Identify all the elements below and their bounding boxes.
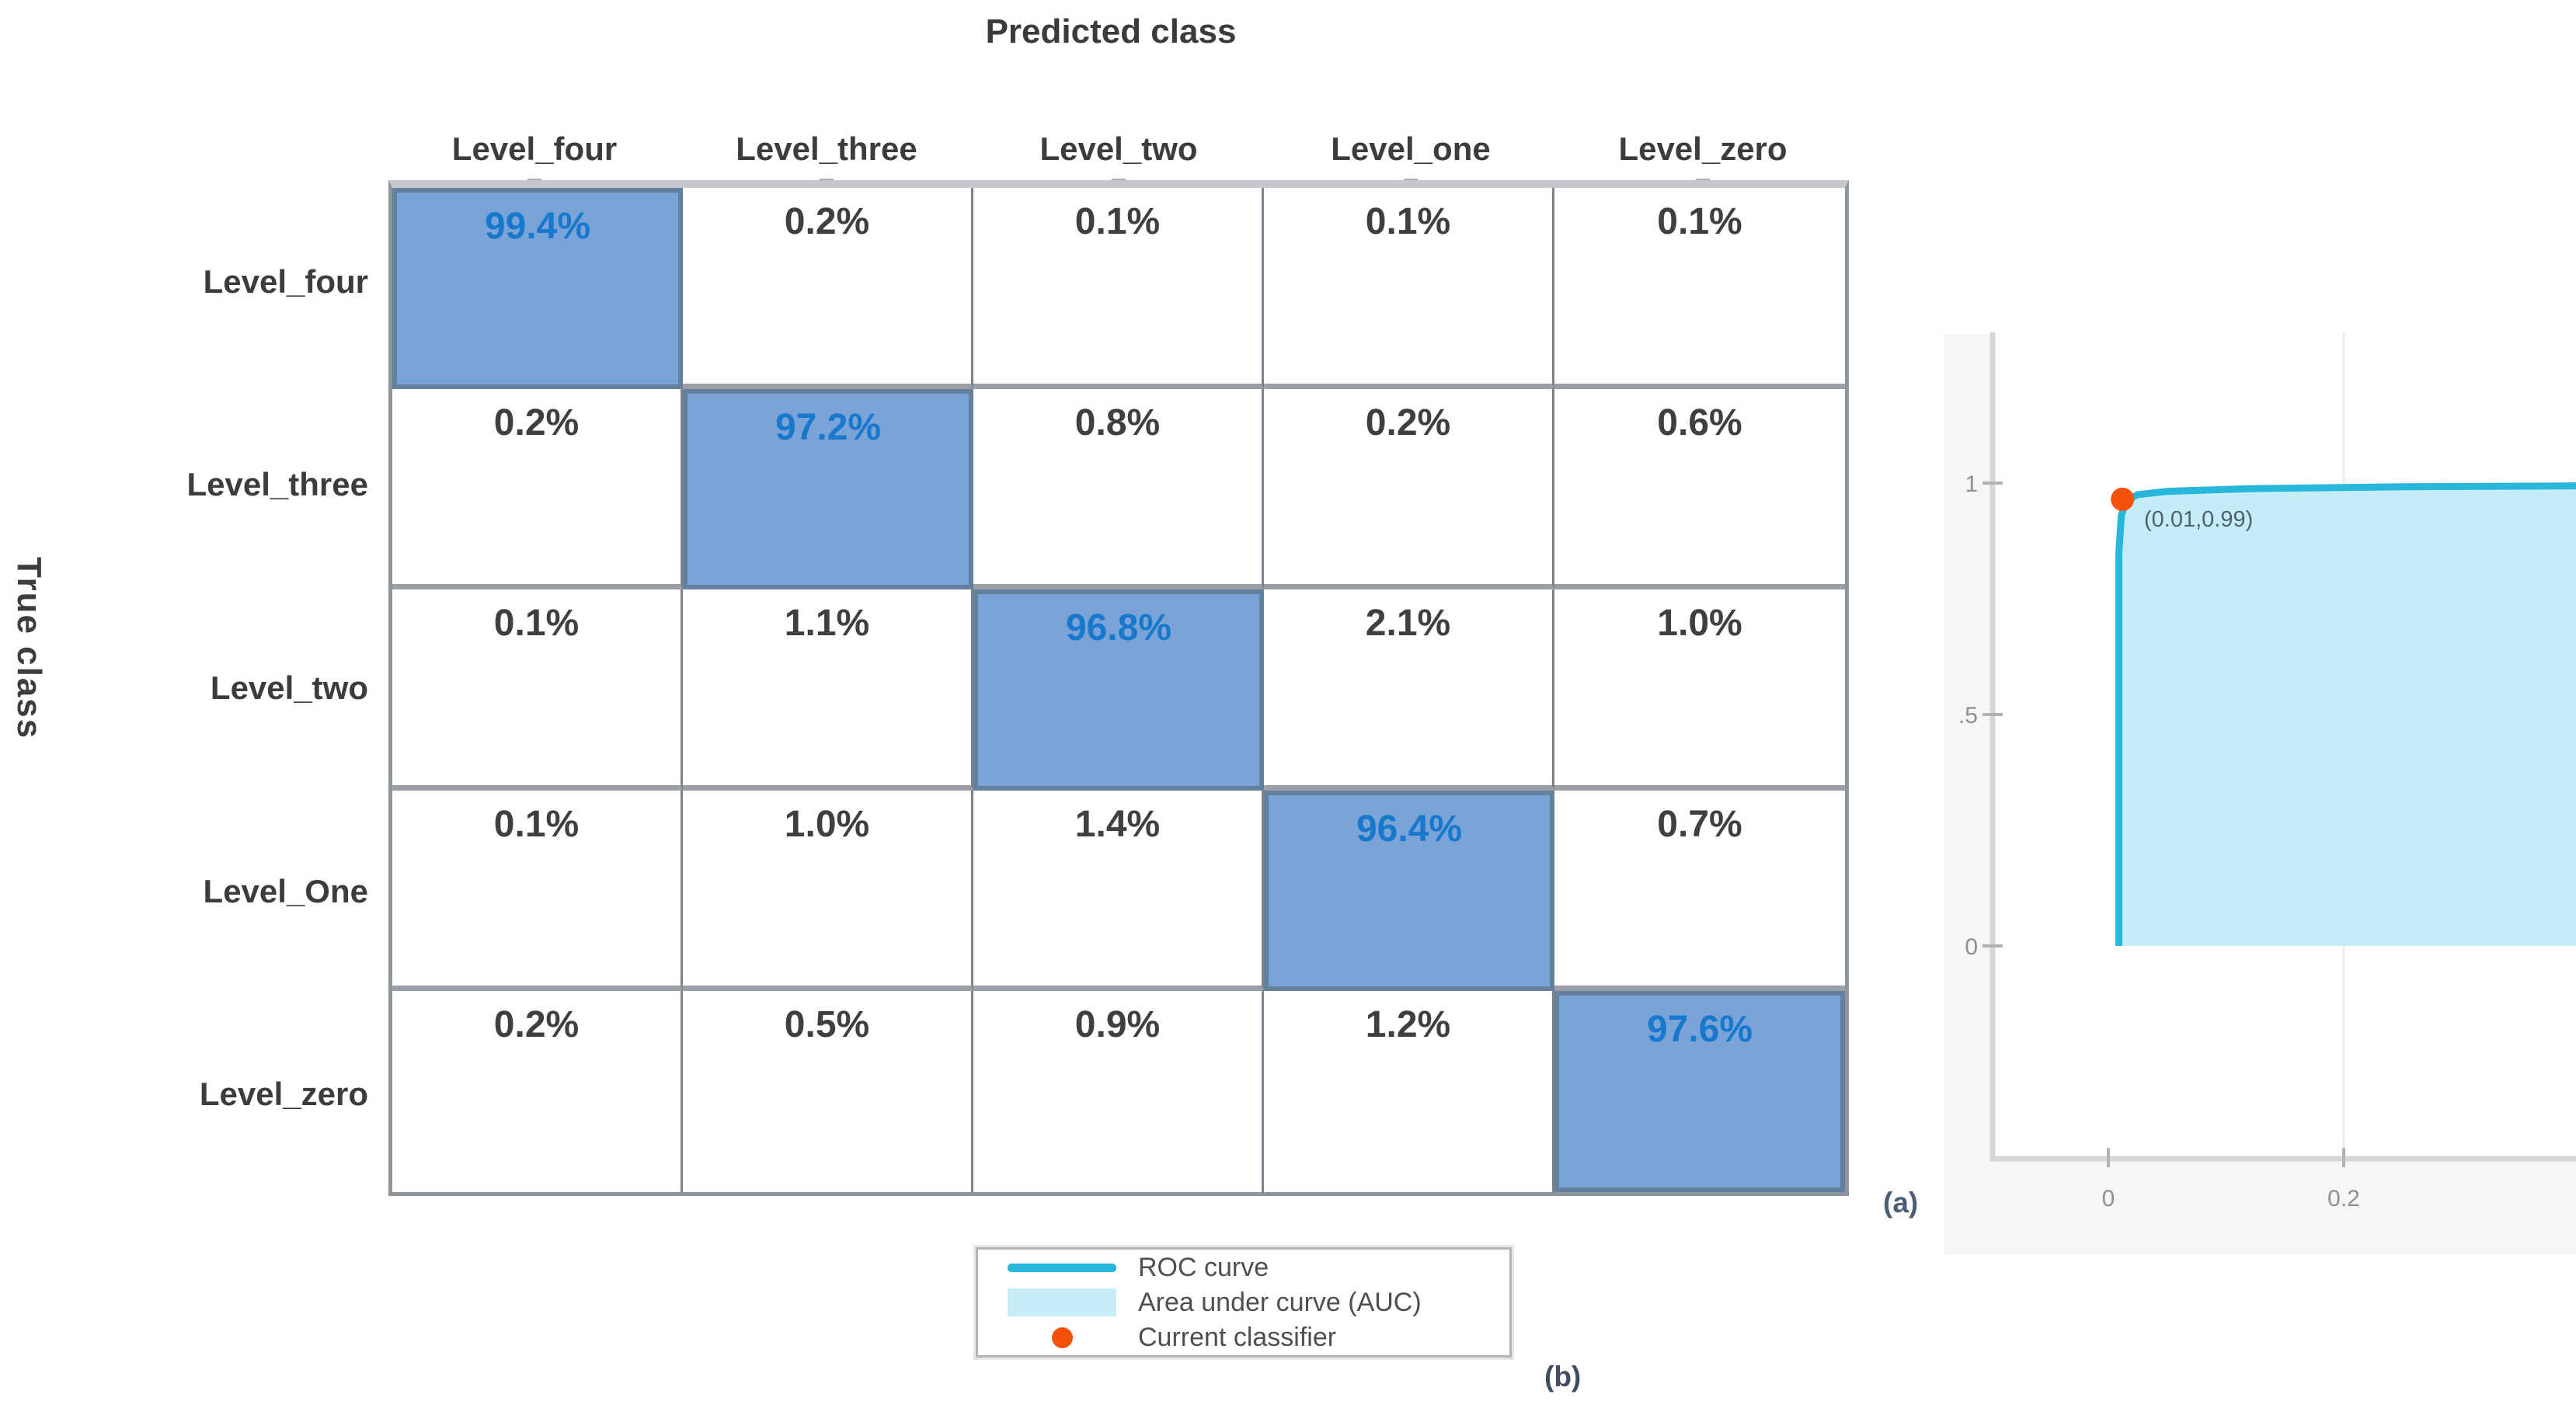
- x-tick-label-0.2: 0.2: [2327, 1186, 2360, 1212]
- classifier-annotation: (0.01,0.99): [2144, 507, 2253, 532]
- matrix-cell-Level_four-Level_four: 99.4%: [392, 188, 683, 389]
- matrix-cell-Level_zero-Level_zero: 97.6%: [1554, 991, 1845, 1192]
- matrix-cell-Level_two-Level_three: 1.1%: [683, 589, 973, 791]
- matrix-row-labels: Level_four Level_three Level_two Level_One L…: [70, 180, 374, 1196]
- legend-label: ROC curve: [1138, 1252, 1269, 1282]
- legend-label: Current classifier: [1138, 1322, 1337, 1352]
- col-header-Level_zero: Level_zero: [1557, 130, 1849, 177]
- matrix-cell-Level_One-Level_three: 1.0%: [683, 790, 973, 992]
- roc-curve-swatch: [1008, 1263, 1116, 1272]
- confusion-matrix: 99.4% 0.2% 0.1% 0.1% 0.1% 0.2% 97.2% 0.8% 0.2% 0.…: [388, 180, 1849, 1196]
- matrix-cell-Level_zero-Level_three: 0.5%: [683, 991, 973, 1192]
- matrix-cell-Level_zero-Level_two: 0.9%: [973, 991, 1264, 1192]
- matrix-cell-Level_two-Level_four: 0.1%: [392, 589, 683, 791]
- matrix-cell-Level_three-Level_one: 0.2%: [1264, 388, 1554, 590]
- auc-area-swatch: [1008, 1288, 1116, 1316]
- matrix-cell-Level_One-Level_zero: 0.7%: [1554, 791, 1845, 992]
- roc-legend: ROC curve Area under curve (AUC) Current c…: [976, 1247, 1512, 1358]
- true-class-label: True class: [10, 557, 48, 740]
- dot-swatch-shape: [1051, 1326, 1073, 1348]
- area-swatch-shape: [1008, 1288, 1116, 1316]
- matrix-cell-Level_three-Level_four: 0.2%: [392, 388, 683, 590]
- line-swatch-shape: [1008, 1263, 1116, 1272]
- y-tick-label-0: 0: [1965, 934, 1978, 960]
- current-classifier-dot: [2111, 487, 2135, 511]
- matrix-cell-Level_two-Level_one: 2.1%: [1264, 589, 1554, 791]
- matrix-cell-Level_zero-Level_four: 0.2%: [392, 991, 683, 1192]
- legend-label: Area under curve (AUC): [1138, 1287, 1422, 1317]
- matrix-cell-Level_four-Level_zero: 0.1%: [1554, 188, 1845, 389]
- matrix-cell-Level_three-Level_three: 97.2%: [683, 388, 973, 590]
- matrix-cell-Level_One-Level_two: 1.4%: [973, 790, 1264, 992]
- matrix-cell-Level_zero-Level_one: 1.2%: [1264, 991, 1554, 1192]
- legend-item-0: ROC curve: [978, 1253, 1509, 1282]
- legend-item-2: Current classifier: [978, 1323, 1509, 1352]
- roc-axes: [1989, 332, 2576, 1162]
- row-label-Level_two: Level_two: [210, 669, 368, 706]
- matrix-cell-Level_two-Level_zero: 1.0%: [1554, 589, 1845, 791]
- matrix-cell-Level_two-Level_two: 96.8%: [973, 589, 1264, 791]
- legend-item-1: Area under curve (AUC): [978, 1288, 1509, 1317]
- x-tick-label-0: 0: [2102, 1186, 2115, 1212]
- matrix-cell-Level_three-Level_zero: 0.6%: [1554, 389, 1845, 590]
- matrix-cell-Level_One-Level_four: 0.1%: [392, 790, 683, 992]
- matrix-cell-Level_three-Level_two: 0.8%: [973, 388, 1264, 590]
- col-header-Level_two: Level_two: [973, 130, 1265, 177]
- col-header-Level_four: Level_four: [388, 130, 681, 177]
- row-label-Level_four: Level_four: [203, 262, 368, 300]
- roc-curve-line: [2115, 482, 2576, 946]
- row-label-Level_three: Level_three: [186, 466, 368, 503]
- matrix-cell-Level_four-Level_one: 0.1%: [1264, 188, 1554, 389]
- y-tick-label-1: 1: [1965, 471, 1978, 497]
- panel-label-b: (b): [1544, 1361, 1582, 1392]
- col-header-Level_three: Level_three: [681, 130, 973, 177]
- predicted-class-title: Predicted class: [985, 12, 1237, 50]
- panel-label-a: (a): [1883, 1187, 1919, 1219]
- matrix-cell-Level_One-Level_one: 96.4%: [1264, 790, 1554, 992]
- matrix-cell-Level_four-Level_two: 0.1%: [973, 188, 1264, 389]
- roc-plot: 1 0.5 0 0 0.2 (0.01,0.99): [1958, 332, 2576, 1212]
- row-label-Level_One: Level_One: [203, 872, 368, 909]
- classifier-dot-swatch: [1008, 1326, 1116, 1348]
- matrix-column-headers: Level_four Level_three Level_two Level_one L…: [388, 130, 1849, 177]
- auc-area: [2118, 485, 2576, 946]
- matrix-cell-Level_four-Level_three: 0.2%: [683, 188, 973, 389]
- y-tick-label-0.5: 0.5: [1958, 703, 1978, 728]
- row-label-Level_zero: Level_zero: [199, 1076, 368, 1113]
- col-header-Level_one: Level_one: [1265, 130, 1557, 177]
